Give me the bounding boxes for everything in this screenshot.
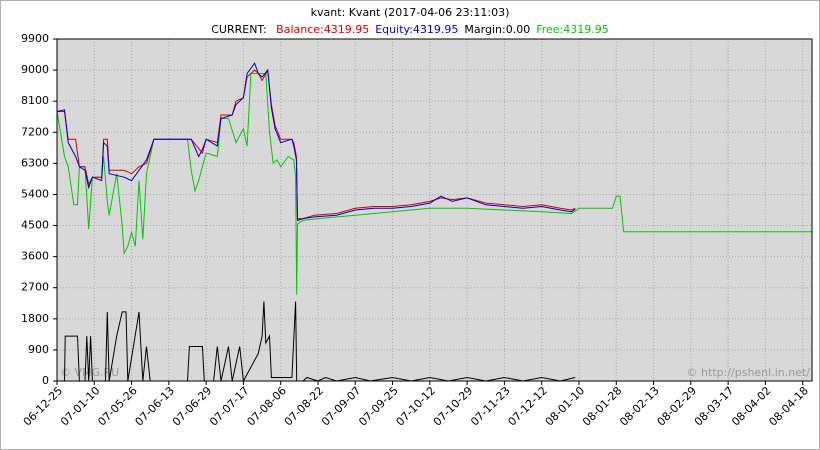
series-line <box>64 301 576 383</box>
y-tick-label: 1800 <box>21 312 49 325</box>
y-tick-label: 900 <box>28 343 49 356</box>
series-line <box>56 73 812 295</box>
chart-title: kvant: Kvant (2017-04-06 23:11:03) <box>311 6 510 19</box>
y-tick-label: 4500 <box>21 219 49 232</box>
legend-entry: Margin:0.00 <box>464 23 530 36</box>
plot-border <box>56 38 813 382</box>
legend: CURRENT: Balance:4319.95 Equity:4319.95 Ma… <box>211 23 609 36</box>
y-tick-label: 3600 <box>21 250 49 263</box>
plot-area <box>57 39 812 381</box>
y-tick-label: 8100 <box>21 94 49 107</box>
y-tick-label: 9000 <box>21 63 49 76</box>
y-tick-label: 9900 <box>21 32 49 45</box>
y-tick-label: 0 <box>42 374 49 387</box>
series-line <box>56 62 576 222</box>
legend-entry: Free:4319.95 <box>536 23 609 36</box>
y-tick-label: 5400 <box>21 187 49 200</box>
watermark: © http://pshenl.in.net/ <box>687 366 811 379</box>
legend-entry: Balance:4319.95 <box>276 23 369 36</box>
y-tick-label: 6300 <box>21 156 49 169</box>
legend-entry: Equity:4319.95 <box>375 23 458 36</box>
legend-label: CURRENT: <box>211 23 266 36</box>
y-tick-label: 7200 <box>21 125 49 138</box>
watermark: © VMG.RU <box>60 366 119 379</box>
y-tick-label: 2700 <box>21 281 49 294</box>
